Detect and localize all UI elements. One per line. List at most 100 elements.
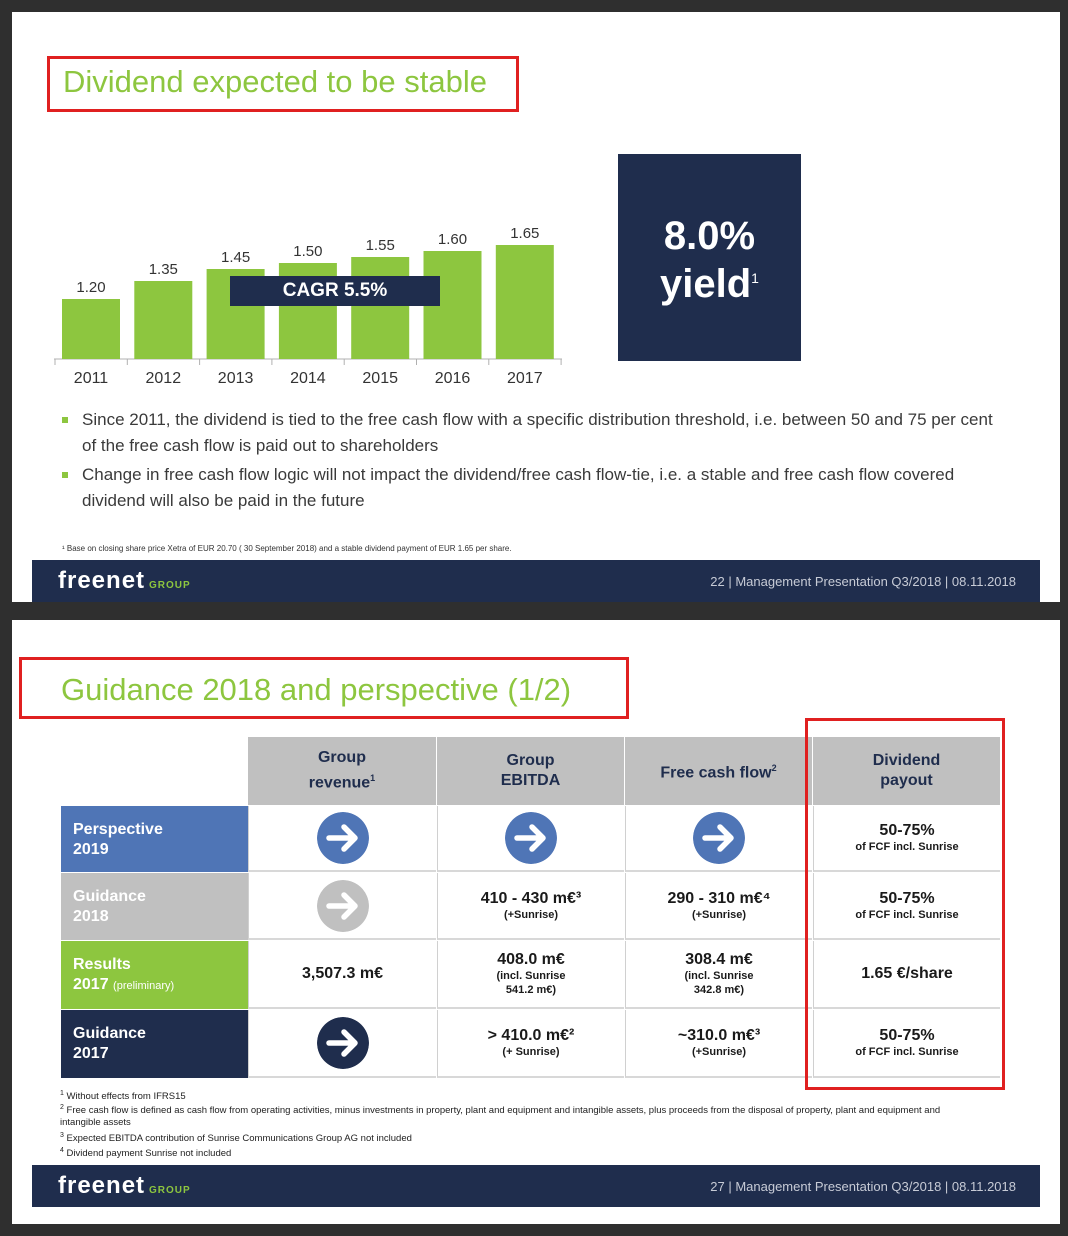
value-label-2013: 1.45 [221,249,250,266]
value-label-2015: 1.55 [366,237,395,254]
freenet-logo: freenet GROUP [58,1172,191,1200]
cell-main-value: ~310.0 m€³ [677,1027,761,1044]
cell-sub-value: (incl. Sunrise [496,970,566,982]
cell-main-value: 1.65 €/share [861,965,953,982]
column-header-ebitda: Group EBITDA [437,737,624,805]
footer-text: 27 | Management Presentation Q3/2018 | 0… [710,1179,1016,1194]
table-cell [248,1010,436,1078]
row-label: Guidance 2017 [61,1010,248,1078]
cell-main-value: 290 - 310 m€⁴ [667,889,771,907]
category-label-2012: 2012 [146,370,182,387]
bar-2011 [62,299,120,359]
header-sup: 2 [771,763,777,774]
logo-subtext: GROUP [149,580,191,591]
category-label-2016: 2016 [435,370,471,387]
cell-main-value: 50-75% [879,889,935,907]
category-label-2014: 2014 [290,370,326,387]
yield-footnote-marker: 1 [751,270,759,286]
dividend-bar-chart: 1.20 2011 1.35 2012 1.45 2013 1.50 2014 1.55 2015… [54,225,562,387]
header-line2: payout [880,772,933,789]
cell-sub-value: (incl. Sunrise [684,970,754,982]
value-label-2014: 1.50 [293,243,322,260]
header-line1: Dividend [872,752,941,769]
slide-dividend: Dividend expected to be stable 1.20 2011 1… [12,12,1060,602]
row-label-line2: 2017 [73,976,109,993]
slide-guidance: Guidance 2018 and perspective (1/2) Grou… [12,620,1060,1224]
header-line1: Group [506,752,555,769]
table-cell [625,806,812,872]
row-label-note: (preliminary) [113,980,175,992]
table-cell [248,873,436,940]
row-label-line2: 2018 [73,908,109,925]
footer-bar: freenet GROUP 22 | Management Presentatio… [32,560,1040,602]
cell-sub-value: (+ Sunrise) [502,1046,560,1058]
table-cell: 50-75% of FCF incl. Sunrise [813,806,1000,872]
bullet-square-icon [62,472,68,478]
table-cell: 3,507.3 m€ [248,941,436,1009]
arrow-right-icon [693,812,745,864]
column-header-revenue: Group revenue1 [248,737,436,805]
cell-sub-value-2: 342.8 m€) [693,984,745,996]
table-cell: ~310.0 m€³ (+Sunrise) [625,1010,812,1078]
row-label: Guidance 2018 [61,873,248,940]
slide-title: Dividend expected to be stable [63,64,487,99]
freenet-logo: freenet GROUP [58,567,191,595]
bullet-text: Change in free cash flow logic will not … [82,465,955,510]
cell-sub-value: of FCF incl. Sunrise [855,841,959,853]
column-header-fcf: Free cash flow2 [625,737,812,805]
value-label-2012: 1.35 [149,261,178,278]
bar-2015 [351,257,410,359]
arrow-right-icon [505,812,557,864]
title-highlight-box [47,56,519,112]
cell-sub-value: (+Sunrise) [691,1046,747,1058]
cell-sub-value: of FCF incl. Sunrise [855,1046,959,1058]
table-cell: 50-75% of FCF incl. Sunrise [813,1010,1000,1078]
bullet-item: Since 2011, the dividend is tied to the … [60,407,1000,459]
logo-text: freenet [58,1172,146,1199]
column-header-dividend: Dividend payout [813,737,1000,805]
header-sup: 1 [370,773,376,784]
cell-sub-value: (+Sunrise) [503,908,559,921]
table-cell: > 410.0 m€² (+ Sunrise) [437,1010,624,1078]
table-cell: 1.65 €/share [813,941,1000,1009]
category-label-2011: 2011 [74,370,109,387]
cell-main-value: 3,507.3 m€ [302,965,383,982]
slide-title: Guidance 2018 and perspective (1/2) [61,672,572,707]
yield-value: 8.0% [663,214,756,258]
cell-main-value: 408.0 m€ [497,951,565,968]
footnote-text: Expected EBITDA contribution of Sunrise … [66,1133,412,1145]
table-cell: 410 - 430 m€³ (+Sunrise) [437,873,624,940]
cell-sub-value: of FCF incl. Sunrise [855,908,959,921]
cell-main-value: 50-75% [879,1027,935,1044]
table-cell: 290 - 310 m€⁴ (+Sunrise) [625,873,812,940]
category-label-2017: 2017 [507,370,543,387]
header-line1: Free cash flow [660,764,772,782]
arrow-right-icon [316,879,369,932]
row-label-line1: Results [73,956,131,973]
row-label-line1: Guidance [73,1025,146,1042]
bar-2017 [495,245,554,359]
yield-label-wrap: yield1 [618,262,801,307]
cell-main-value: 50-75% [879,822,935,839]
yield-label: yield [660,262,752,306]
table-cell [248,806,436,872]
value-label-2016: 1.60 [438,231,467,248]
table-cell: 50-75% of FCF incl. Sunrise [813,873,1000,940]
footnote-number: 1 [60,1090,64,1097]
value-label-2017: 1.65 [510,225,539,242]
row-label-line2: 2017 [73,1045,109,1062]
arrow-right-icon [316,812,369,864]
footnote-number: 4 [60,1147,64,1154]
dividend-highlight-box [805,718,1005,1090]
footnote-item: 3 Expected EBITDA contribution of Sunris… [60,1130,960,1145]
value-label-2011: 1.20 [76,279,105,296]
category-label-2015: 2015 [362,370,398,387]
category-label-2013: 2013 [218,370,254,387]
arrow-right-icon [316,1017,369,1069]
row-label-line2: 2019 [73,841,109,858]
footer-text: 22 | Management Presentation Q3/2018 | 0… [710,574,1016,589]
yield-box: 8.0% yield1 [618,154,801,361]
row-label: Perspective 2019 [61,806,248,872]
row-label: Results 2017 (preliminary) [61,941,248,1009]
row-label-line1: Perspective [73,821,163,838]
